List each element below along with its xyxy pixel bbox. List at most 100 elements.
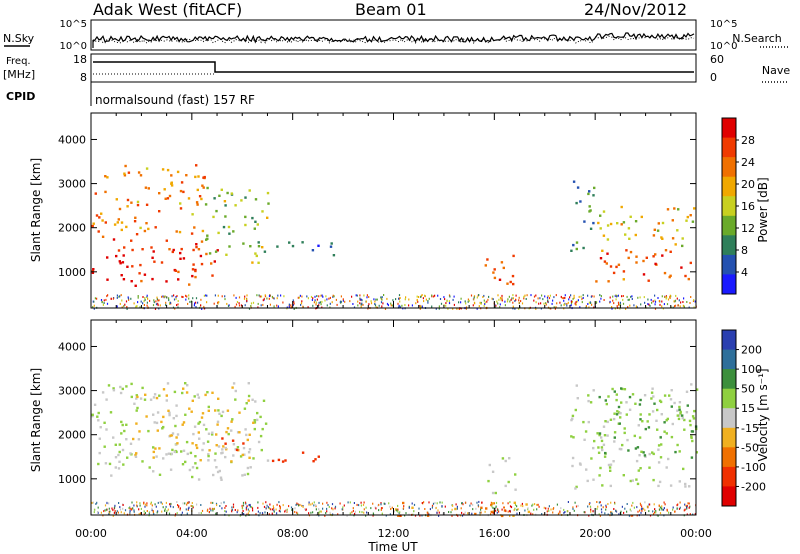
power-echo-cell bbox=[676, 229, 679, 232]
velocity-echo-cell bbox=[670, 405, 673, 408]
power-speckle-cell bbox=[644, 301, 646, 304]
velocity-speckle-cell bbox=[602, 506, 604, 509]
velocity-speckle-cell bbox=[129, 511, 131, 514]
velocity-speckle-cell bbox=[472, 503, 474, 506]
nave-tick-bottom: 0 bbox=[710, 71, 717, 84]
power-speckle-cell bbox=[368, 303, 370, 306]
power-speckle-cell bbox=[547, 295, 549, 298]
velocity-speckle-cell bbox=[552, 511, 554, 514]
velocity-speckle-cell bbox=[610, 512, 612, 514]
velocity-echo-cell bbox=[669, 484, 673, 487]
power-echo-cell bbox=[104, 175, 107, 178]
x-tick-label: 04:00 bbox=[176, 527, 208, 540]
velocity-speckle-cell bbox=[399, 511, 401, 514]
velocity-speckle-cell bbox=[322, 502, 324, 505]
velocity-echo-cell bbox=[231, 418, 234, 421]
velocity-speckle-cell bbox=[259, 512, 261, 514]
power-speckle-cell bbox=[187, 302, 189, 305]
power-speckle-cell bbox=[564, 294, 566, 297]
power-speckle-cell bbox=[257, 302, 259, 305]
velocity-speckle-cell bbox=[393, 510, 395, 513]
velocity-echo-cell bbox=[648, 413, 651, 416]
power-speckle-cell bbox=[328, 297, 330, 300]
power-echo-cell bbox=[329, 245, 333, 248]
velocity-speckle-cell bbox=[378, 503, 380, 506]
power-speckle-cell bbox=[169, 301, 172, 304]
velocity-echo-cell bbox=[135, 422, 138, 425]
velocity-speckle-cell bbox=[657, 514, 659, 517]
velocity-echo-cell bbox=[598, 474, 601, 477]
power-echo-cell bbox=[652, 255, 655, 258]
power-speckle-cell bbox=[340, 295, 342, 298]
velocity-speckle-cell bbox=[322, 507, 324, 510]
power-speckle-cell bbox=[648, 303, 650, 306]
velocity-echo-cell bbox=[243, 453, 246, 456]
velocity-speckle-cell bbox=[363, 508, 365, 511]
power-echo-cell bbox=[185, 174, 188, 177]
velocity-echo-cell bbox=[639, 413, 642, 416]
freq-unit-label: [MHz] bbox=[3, 68, 35, 81]
velocity-echo-cell bbox=[173, 390, 177, 394]
velocity-speckle-cell bbox=[607, 503, 609, 505]
power-speckle-cell bbox=[368, 296, 370, 298]
power-echo-cell bbox=[223, 200, 227, 203]
power-speckle-cell bbox=[224, 298, 226, 301]
power-speckle-cell bbox=[452, 298, 454, 301]
power-speckle-cell bbox=[146, 294, 148, 297]
power-echo-cell bbox=[599, 214, 602, 217]
velocity-speckle-cell bbox=[461, 502, 463, 505]
power-speckle-cell bbox=[234, 305, 236, 308]
velocity-echo-cell bbox=[623, 427, 626, 430]
velocity-echo-cell bbox=[266, 459, 270, 462]
velocity-speckle-cell bbox=[122, 504, 124, 506]
power-speckle-cell bbox=[580, 295, 582, 298]
velocity-echo-cell bbox=[668, 394, 671, 397]
velocity-speckle-cell bbox=[129, 506, 131, 509]
velocity-speckle-cell bbox=[288, 505, 290, 508]
velocity-speckle-cell bbox=[615, 509, 617, 512]
velocity-echo-cell bbox=[97, 411, 100, 415]
velocity-echo-cell bbox=[212, 473, 215, 477]
power-speckle-cell bbox=[537, 297, 539, 300]
velocity-echo-cell bbox=[184, 382, 187, 385]
velocity-echo-cell bbox=[199, 459, 202, 462]
velocity-speckle-cell bbox=[639, 502, 641, 505]
power-speckle-cell bbox=[152, 304, 155, 307]
velocity-speckle-cell bbox=[331, 507, 333, 510]
power-echo-cell bbox=[124, 164, 127, 168]
power-speckle-cell bbox=[185, 298, 187, 301]
power-speckle-cell bbox=[260, 295, 263, 298]
velocity-echo-cell bbox=[114, 466, 117, 469]
velocity-speckle-cell bbox=[97, 506, 99, 509]
power-echo-cell bbox=[190, 232, 194, 235]
velocity-echo-cell bbox=[175, 450, 178, 454]
velocity-echo-cell bbox=[145, 415, 148, 418]
velocity-echo-cell bbox=[508, 457, 511, 460]
velocity-echo-cell bbox=[174, 424, 177, 428]
power-echo-cell bbox=[606, 224, 610, 227]
velocity-speckle-cell bbox=[423, 501, 425, 504]
velocity-echo-cell bbox=[135, 452, 138, 455]
velocity-speckle-cell bbox=[683, 509, 685, 512]
y-tick-label: 3000 bbox=[58, 385, 86, 398]
power-echo-cell bbox=[182, 257, 186, 260]
power-speckle-cell bbox=[619, 303, 622, 306]
power-speckle-cell bbox=[533, 295, 536, 298]
velocity-echo-cell bbox=[623, 431, 626, 435]
power-echo-cell bbox=[509, 280, 512, 284]
power-echo-cell bbox=[214, 250, 218, 253]
velocity-speckle-cell bbox=[93, 511, 95, 514]
velocity-speckle-cell bbox=[655, 511, 657, 514]
power-speckle-cell bbox=[467, 298, 469, 301]
power-speckle-cell bbox=[546, 296, 549, 299]
power-speckle-cell bbox=[335, 298, 337, 301]
velocity-speckle-cell bbox=[484, 510, 486, 513]
velocity-speckle-cell bbox=[271, 508, 273, 511]
velocity-echo-cell bbox=[93, 403, 97, 406]
power-speckle-cell bbox=[506, 300, 509, 303]
power-speckle-cell bbox=[418, 296, 420, 298]
power-echo-cell bbox=[174, 269, 177, 272]
velocity-echo-cell bbox=[91, 414, 94, 418]
power-speckle-cell bbox=[573, 296, 575, 299]
velocity-echo-cell bbox=[201, 412, 205, 415]
